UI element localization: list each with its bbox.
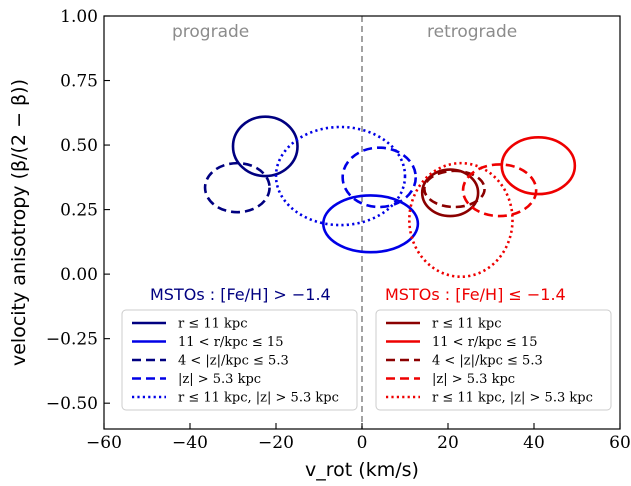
y-tick-label: −0.50 [46,394,98,414]
x-tick-label: −60 [86,433,122,453]
contour-group [203,115,577,279]
legend-box-left [121,309,358,411]
legend-label-left-4: |z| > 5.3 kpc [178,372,261,387]
region-label-prograde: prograde [172,22,249,42]
legend-label-left-2: 11 < r/kpc ≤ 15 [178,335,283,350]
group-labels: MSTOs : [Fe/H] > −1.4 MSTOs : [Fe/H] ≤ −… [150,285,566,304]
legend-label-left-3: 4 < |z|/kpc ≤ 5.3 [178,354,289,369]
x-tick-label: 60 [609,433,631,453]
y-tick-label: 0.00 [60,265,98,285]
y-tick-label: 0.25 [60,201,98,221]
legend-label-left-1: r ≤ 11 kpc [178,317,248,332]
legend-label-right-1: r ≤ 11 kpc [432,317,502,332]
contour-ellipse-6 [420,168,480,218]
x-tick-label: −40 [172,433,208,453]
legend-label-right-2: 11 < r/kpc ≤ 15 [432,335,537,350]
contour-ellipse-4 [341,146,418,209]
contour-ellipse-3 [203,161,271,214]
legend-label-right-5: r ≤ 11 kpc, |z| > 5.3 kpc [432,391,593,406]
contour-ellipse-9 [461,163,538,218]
y-axis-label: velocity anisotropy (β/(2 − β)) [8,79,30,366]
region-label-retrograde: retrograde [427,22,517,42]
legend-box-right [375,309,612,411]
contour-ellipse-1 [231,115,299,178]
contour-ellipse-2 [322,194,420,254]
legend-label-right-3: 4 < |z|/kpc ≤ 5.3 [432,354,543,369]
y-tick-label: 1.00 [60,7,98,27]
y-tick-label: −0.25 [46,330,98,350]
x-tick-label: 40 [523,433,545,453]
legend: r ≤ 11 kpc 11 < r/kpc ≤ 15 4 < |z|/kpc ≤ 5… [121,309,612,411]
legend-label-left-5: r ≤ 11 kpc, |z| > 5.3 kpc [178,391,339,406]
axes: −60 −40 −20 0 20 40 60 −0.50 −0.25 0.00 0.25 0.50 0.… [8,7,631,481]
group-label-metal-rich: MSTOs : [Fe/H] > −1.4 [150,285,331,304]
group-label-metal-poor: MSTOs : [Fe/H] ≤ −1.4 [385,285,566,304]
contour-ellipse-7 [500,136,577,196]
x-tick-label: −20 [258,433,294,453]
legend-label-right-4: |z| > 5.3 kpc [432,372,515,387]
contour-ellipse-8 [423,169,486,209]
y-tick-label: 0.50 [60,136,98,156]
y-tick-label: 0.75 [60,72,98,92]
region-labels: prograde retrograde [172,22,517,42]
x-tick-label: 20 [437,433,459,453]
x-tick-label: 0 [357,433,368,453]
x-axis-label: v_rot (km/s) [305,459,419,481]
contour-ellipse-5 [274,125,407,227]
contour-ellipse-10 [407,161,514,279]
